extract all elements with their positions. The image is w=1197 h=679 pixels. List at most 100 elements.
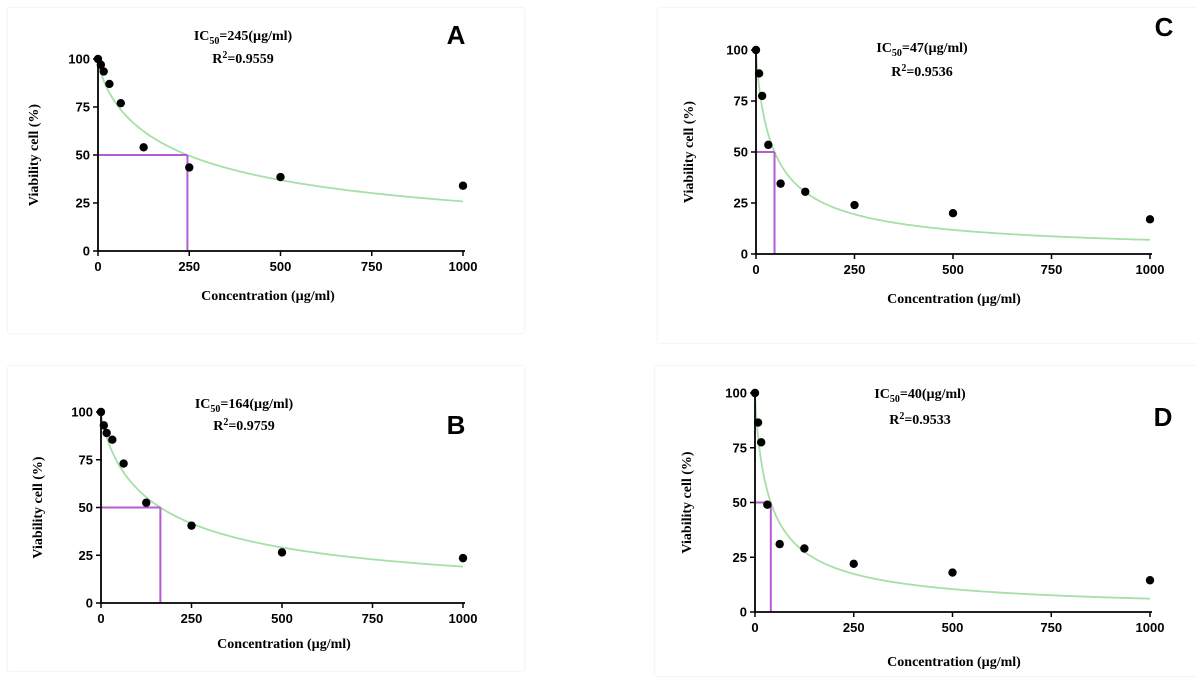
x-tick-label-c-1: 250 bbox=[844, 262, 866, 277]
x-tick-label-d-1: 250 bbox=[843, 620, 865, 635]
panel-letter-b: B bbox=[447, 410, 466, 440]
data-point-a-4 bbox=[116, 98, 126, 108]
y-tick-label-b-1: 25 bbox=[79, 548, 93, 563]
panel-letter-c: C bbox=[1155, 12, 1174, 42]
y-tick-label-b-2: 50 bbox=[79, 500, 93, 515]
ic50-annotation-c: IC50=47(µg/ml) bbox=[876, 41, 968, 59]
data-point-c-2 bbox=[757, 91, 767, 101]
chart-panel-b: 0 25 50 75 100 0 250 500 750 1000 Concentration (µ… bbox=[8, 366, 524, 671]
x-tick-label-b-2: 500 bbox=[271, 611, 293, 626]
x-tick-label-b-1: 250 bbox=[181, 611, 203, 626]
x-axis-title-a: Concentration (µg/ml) bbox=[201, 289, 335, 304]
data-point-c-0 bbox=[751, 45, 761, 55]
data-point-a-1 bbox=[96, 60, 106, 69]
data-point-d-2 bbox=[756, 438, 766, 447]
r2-annotation-d: R2=0.9533 bbox=[889, 411, 951, 428]
y-tick-label-a-0: 0 bbox=[83, 244, 90, 259]
y-tick-label-d-3: 75 bbox=[733, 440, 747, 455]
y-tick-label-c-1: 25 bbox=[734, 196, 748, 211]
data-point-d-3 bbox=[763, 500, 772, 509]
y-tick-label-a-4: 100 bbox=[68, 52, 90, 67]
data-point-d-1 bbox=[753, 418, 763, 427]
y-tick-label-c-4: 100 bbox=[726, 43, 748, 58]
data-point-d-5 bbox=[800, 544, 809, 553]
y-axis-title-b: Viability cell (%) bbox=[31, 456, 46, 558]
data-point-b-7 bbox=[277, 548, 287, 557]
y-tick-label-c-3: 75 bbox=[734, 94, 748, 109]
x-axis-title-b: Concentration (µg/ml) bbox=[217, 637, 351, 652]
y-tick-label-a-1: 25 bbox=[76, 196, 90, 211]
x-tick-label-a-0: 0 bbox=[94, 259, 101, 274]
x-axis-title-c: Concentration (µg/ml) bbox=[887, 292, 1021, 307]
y-tick-label-c-2: 50 bbox=[734, 145, 748, 160]
y-tick-label-b-3: 75 bbox=[79, 452, 93, 467]
data-point-b-8 bbox=[458, 553, 468, 563]
data-point-c-1 bbox=[754, 69, 764, 78]
y-axis-title-c: Viability cell (%) bbox=[682, 101, 697, 203]
x-tick-label-c-4: 1000 bbox=[1136, 262, 1165, 277]
y-tick-label-d-2: 50 bbox=[733, 495, 747, 510]
data-point-d-0 bbox=[750, 388, 760, 398]
ic50-annotation-d: IC50=40(µg/ml) bbox=[874, 387, 966, 405]
data-point-a-2 bbox=[99, 67, 108, 76]
data-point-b-5 bbox=[142, 498, 151, 507]
x-tick-label-d-4: 1000 bbox=[1136, 620, 1165, 635]
data-point-a-6 bbox=[185, 163, 194, 172]
data-point-b-1 bbox=[99, 421, 109, 430]
y-axis-title-d: Viability cell (%) bbox=[680, 451, 695, 553]
y-tick-label-a-3: 75 bbox=[76, 100, 90, 115]
data-point-c-6 bbox=[850, 200, 859, 210]
data-point-b-4 bbox=[119, 459, 128, 468]
x-tick-label-b-4: 1000 bbox=[449, 611, 478, 626]
data-point-a-8 bbox=[458, 181, 468, 190]
x-tick-label-d-3: 750 bbox=[1040, 620, 1062, 635]
data-point-a-7 bbox=[276, 172, 285, 182]
r2-annotation-c: R2=0.9536 bbox=[891, 63, 953, 80]
panel-letter-d: D bbox=[1154, 402, 1173, 432]
data-point-b-6 bbox=[187, 521, 196, 530]
x-tick-label-c-0: 0 bbox=[752, 262, 759, 277]
data-point-c-3 bbox=[764, 140, 773, 150]
data-point-d-4 bbox=[775, 539, 784, 549]
y-tick-label-d-0: 0 bbox=[740, 605, 747, 620]
r2-annotation-b: R2=0.9759 bbox=[213, 417, 275, 434]
data-point-c-5 bbox=[801, 187, 810, 196]
data-point-d-7 bbox=[948, 568, 957, 577]
x-tick-label-a-3: 750 bbox=[361, 259, 383, 274]
y-tick-label-b-0: 0 bbox=[86, 596, 93, 611]
y-tick-label-d-1: 25 bbox=[733, 550, 747, 565]
chart-panel-d: 0 25 50 75 100 0 250 500 750 1000 Concentration (µ… bbox=[655, 366, 1197, 676]
fit-curve-a bbox=[97, 59, 464, 203]
y-tick-label-c-0: 0 bbox=[741, 247, 748, 262]
data-point-c-7 bbox=[948, 209, 958, 218]
fit-curve-c bbox=[755, 50, 1151, 241]
chart-panel-c: 0 25 50 75 100 0 250 500 750 1000 Concentration (µ… bbox=[658, 8, 1197, 343]
x-tick-label-a-1: 250 bbox=[178, 259, 200, 274]
ic50-annotation-b: IC50=164(µg/ml) bbox=[195, 397, 294, 415]
x-tick-label-a-2: 500 bbox=[270, 259, 292, 274]
y-tick-label-b-4: 100 bbox=[71, 405, 93, 420]
data-point-c-4 bbox=[776, 179, 785, 188]
panel-letter-a: A bbox=[447, 20, 466, 50]
x-tick-label-d-2: 500 bbox=[942, 620, 964, 635]
data-point-d-6 bbox=[849, 559, 858, 569]
x-tick-label-b-3: 750 bbox=[362, 611, 384, 626]
data-point-a-3 bbox=[105, 79, 114, 89]
data-point-b-0 bbox=[96, 407, 106, 417]
x-axis-title-d: Concentration (µg/ml) bbox=[887, 655, 1021, 670]
x-tick-label-a-4: 1000 bbox=[449, 259, 478, 274]
chart-panel-a: 0 25 50 75 100 0 250 500 750 1000 Concentration (µ… bbox=[8, 8, 524, 333]
x-tick-label-c-3: 750 bbox=[1041, 262, 1063, 277]
x-tick-label-c-2: 500 bbox=[942, 262, 964, 277]
data-point-b-2 bbox=[102, 428, 111, 438]
y-axis-title-a: Viability cell (%) bbox=[27, 104, 42, 206]
ic50-annotation-a: IC50=245(µg/ml) bbox=[194, 29, 293, 47]
r2-annotation-a: R2=0.9559 bbox=[212, 50, 274, 67]
fit-curve-d bbox=[754, 393, 1151, 600]
x-tick-label-d-0: 0 bbox=[751, 620, 758, 635]
data-point-c-8 bbox=[1145, 215, 1155, 224]
